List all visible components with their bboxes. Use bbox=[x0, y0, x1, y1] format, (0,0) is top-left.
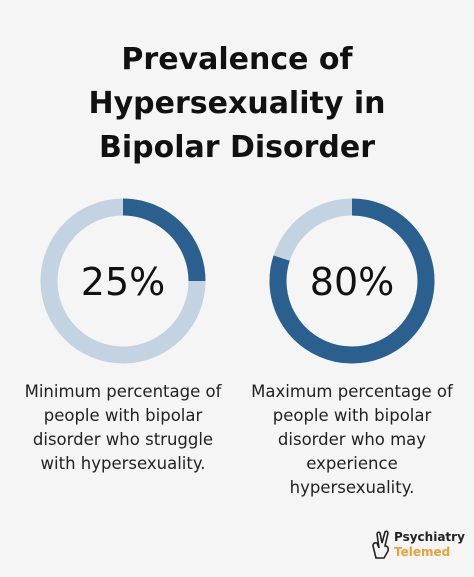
brand-icon bbox=[372, 530, 389, 559]
title: Prevalence of Hypersexuality in Bipolar … bbox=[88, 42, 386, 165]
brand-line1: Psychiatry bbox=[394, 530, 465, 544]
value-label: 25% bbox=[81, 260, 165, 304]
caption: Maximum percentage of people with bipola… bbox=[251, 382, 453, 497]
donut-arc bbox=[269, 198, 435, 364]
caption: Minimum percentage of people with bipola… bbox=[24, 382, 222, 473]
brand-line2: Telemed bbox=[394, 545, 451, 559]
charts: 25% 80% bbox=[40, 198, 435, 364]
brand: Psychiatry Telemed bbox=[370, 528, 470, 562]
value-label: 80% bbox=[310, 260, 394, 304]
donut-arc bbox=[122, 198, 206, 282]
